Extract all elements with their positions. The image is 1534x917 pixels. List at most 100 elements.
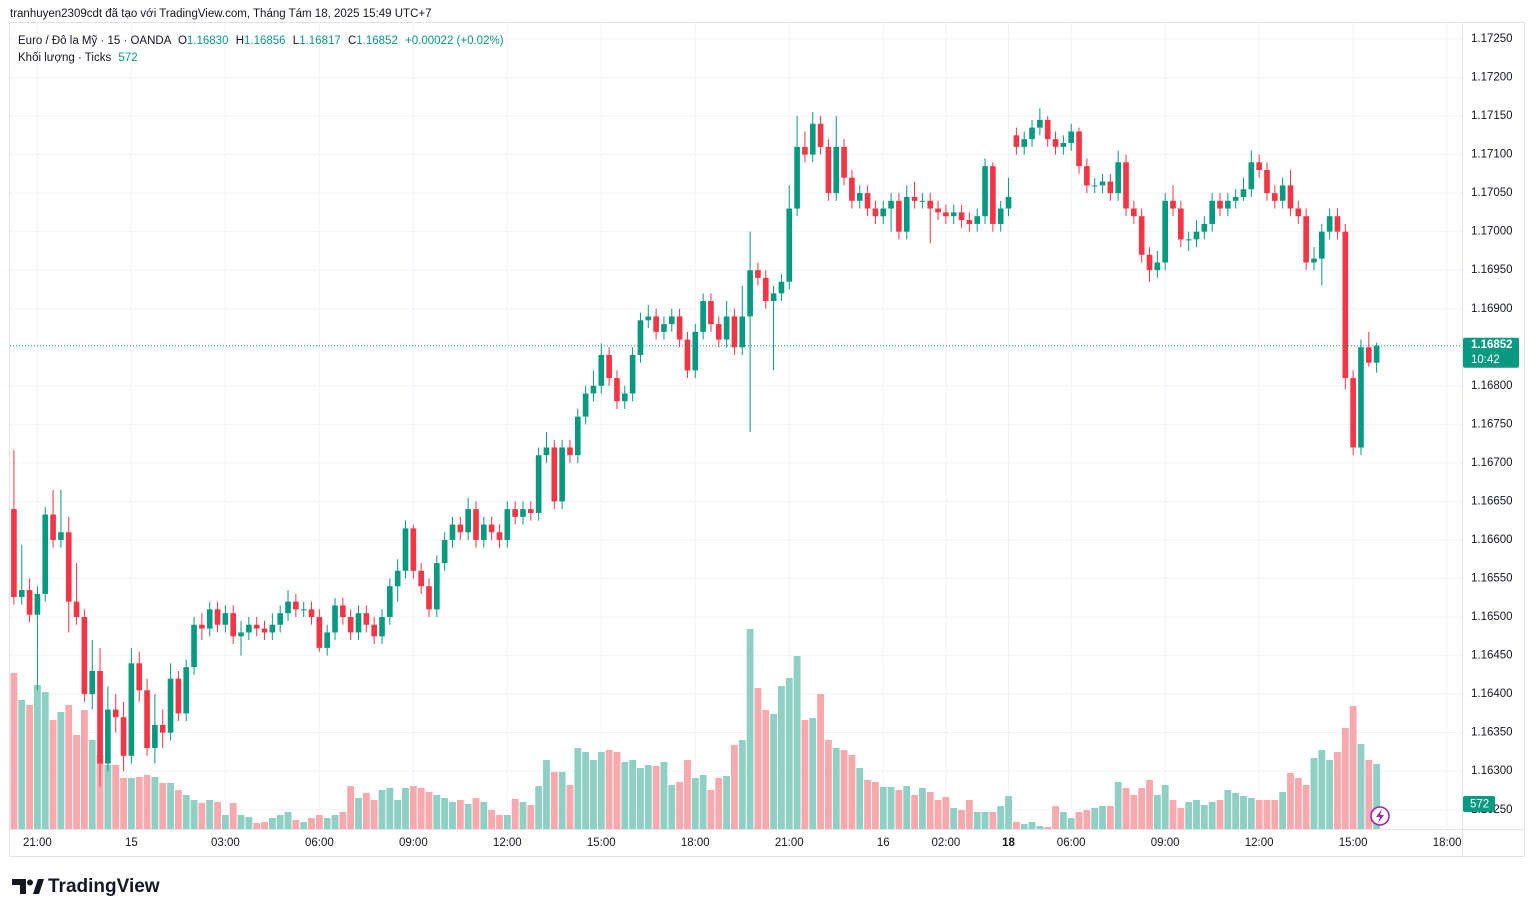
- candle-body: [300, 609, 307, 611]
- x-tick-label: 21:00: [23, 837, 52, 849]
- candle-body: [567, 447, 573, 456]
- volume-bar: [1059, 811, 1067, 829]
- volume-bar: [566, 785, 574, 829]
- volume-bar: [973, 811, 981, 829]
- candle-body: [253, 624, 260, 629]
- volume-bar: [394, 800, 402, 829]
- volume-bar: [707, 790, 715, 829]
- volume-bar: [824, 740, 832, 829]
- candle-body: [65, 532, 72, 602]
- candle-body: [637, 320, 644, 355]
- x-tick-label: 18:00: [681, 837, 710, 849]
- volume-bar: [472, 797, 480, 829]
- candle-body: [1279, 185, 1286, 201]
- candle-body: [1318, 231, 1325, 259]
- candle-body: [175, 678, 182, 714]
- candle-body: [332, 605, 338, 633]
- volume-bar: [1122, 787, 1130, 829]
- candle-body: [621, 393, 628, 402]
- candle-body: [277, 613, 284, 625]
- volume-bar: [221, 815, 229, 829]
- volume-bar: [746, 628, 754, 829]
- candle-body: [1060, 143, 1067, 147]
- volume-bar: [433, 795, 441, 829]
- candle-body: [817, 123, 824, 147]
- candle-body: [574, 416, 581, 456]
- candle-body: [214, 609, 221, 625]
- candle-body: [903, 196, 910, 232]
- volume-bar: [590, 760, 597, 829]
- volume-bar: [793, 656, 801, 829]
- volume-bar: [1169, 800, 1177, 829]
- x-tick-label: 16: [877, 837, 890, 849]
- alert-icon-bolt[interactable]: [1376, 809, 1384, 823]
- volume-bar: [676, 781, 684, 829]
- candle-body: [1131, 208, 1137, 217]
- volume-badge-value: 572: [1470, 799, 1489, 811]
- candle-body: [1264, 169, 1270, 194]
- candle-body: [864, 193, 871, 209]
- candle-body: [1326, 216, 1333, 232]
- volume-bar: [605, 750, 613, 829]
- volume-bar: [182, 795, 190, 829]
- volume-bar: [386, 787, 394, 829]
- volume-bar: [135, 776, 143, 829]
- x-tick-label: 21:00: [775, 837, 804, 849]
- x-tick-label: 18:00: [1433, 837, 1462, 849]
- candle-body: [1350, 378, 1356, 448]
- candle-body: [1256, 162, 1262, 170]
- candle-body: [990, 166, 996, 224]
- candle-body: [238, 632, 244, 637]
- candle-body: [1037, 119, 1043, 128]
- x-tick-label: 09:00: [399, 837, 428, 849]
- volume-bar: [934, 800, 942, 829]
- candle-body: [1138, 216, 1145, 255]
- y-tick-label: 1.16700: [1471, 457, 1513, 469]
- volume-bar: [981, 811, 989, 829]
- candle-body: [73, 601, 80, 618]
- volume-bar: [543, 760, 550, 829]
- candle-body: [841, 146, 847, 178]
- candle-body: [183, 667, 190, 714]
- volume-bar: [355, 797, 362, 829]
- volume-bar: [464, 803, 472, 829]
- volume-bar: [143, 775, 151, 829]
- candle-body: [1334, 216, 1341, 232]
- candle-body: [958, 212, 965, 221]
- logo-mark: [12, 879, 26, 894]
- volume-bar: [895, 790, 903, 829]
- candle-body: [582, 393, 589, 417]
- candle-body: [982, 166, 988, 217]
- volume-bar: [1310, 757, 1318, 829]
- y-tick-label: 1.16300: [1471, 765, 1513, 777]
- candle-body: [246, 624, 252, 633]
- volume-bar: [1153, 795, 1161, 829]
- candle-body: [1123, 162, 1129, 209]
- volume-bar: [73, 735, 80, 829]
- volume-bar: [848, 755, 856, 829]
- legend-key: O: [178, 35, 187, 47]
- volume-bar: [104, 765, 112, 829]
- candle-body: [825, 146, 832, 194]
- volume-bar: [214, 801, 221, 829]
- alert-icon[interactable]: [1370, 806, 1390, 826]
- volume-bar: [1036, 826, 1044, 829]
- candle-body: [739, 316, 746, 348]
- volume-bar: [1083, 810, 1091, 829]
- candle-body: [191, 624, 197, 668]
- candle-body: [1076, 131, 1082, 167]
- candle-body: [966, 220, 973, 224]
- candle-body: [755, 270, 761, 278]
- candle-body: [1099, 181, 1106, 186]
- volume-bar: [1247, 797, 1255, 829]
- candle-body: [559, 447, 565, 502]
- volume-bar: [1193, 800, 1200, 829]
- candle-body: [1201, 223, 1208, 232]
- axis-layer: 1.162501.163001.163501.164001.164501.165…: [10, 33, 1519, 849]
- volume-bar: [879, 786, 887, 829]
- price-badge-countdown: 10:42: [1471, 354, 1500, 366]
- volume-bar: [1240, 796, 1247, 829]
- y-tick-label: 1.16650: [1471, 495, 1513, 507]
- candle-body: [355, 613, 362, 633]
- volume-bar: [997, 806, 1005, 829]
